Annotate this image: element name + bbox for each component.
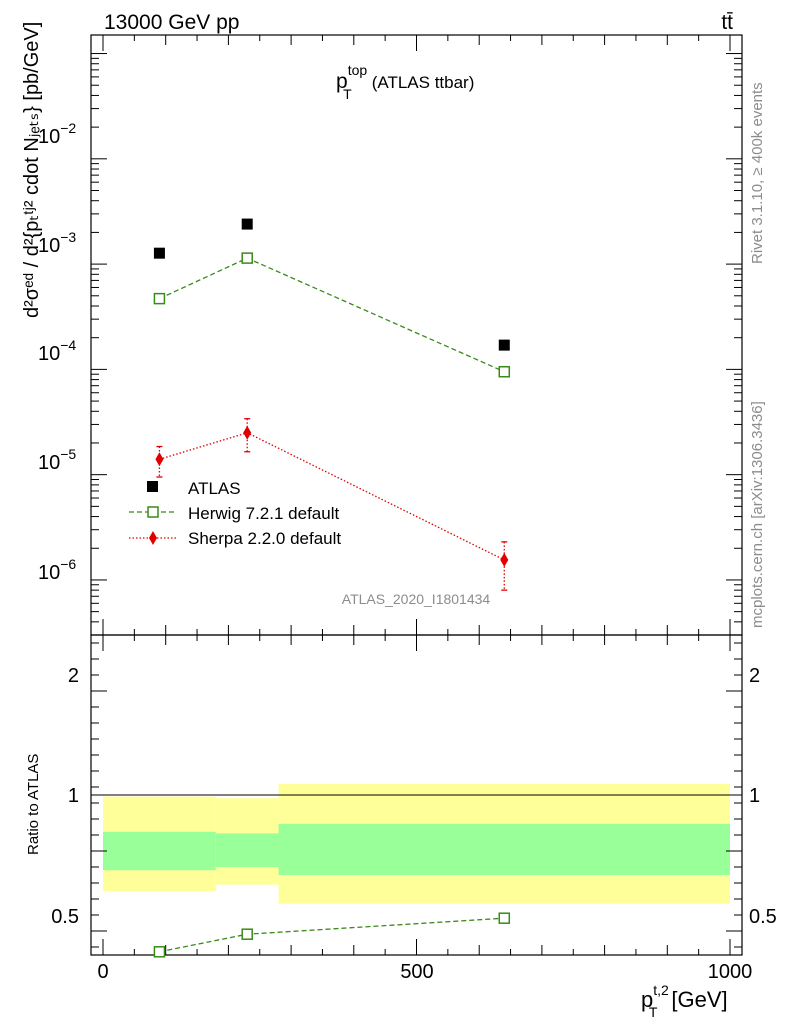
plot-title: ptop T(ATLAS ttbar)	[336, 62, 474, 102]
main-y-tick-label: 10−2	[38, 120, 76, 148]
ratio-y-axis-title: Ratio to ATLAS	[25, 754, 42, 855]
ratio-data-layer	[153, 912, 511, 958]
svg-text:10−3: 10−3	[38, 229, 76, 257]
ratio-y-tick-label: 2	[68, 665, 79, 687]
header-right: tt̄	[721, 11, 733, 34]
legend-label: Sherpa 2.2.0 default	[188, 529, 341, 548]
atlas-point	[498, 339, 510, 351]
atlas-point	[241, 218, 253, 230]
x-axis-title: pt,2 T [GeV]	[641, 982, 728, 1020]
legend-entry-atlas: ATLAS	[147, 479, 241, 498]
sherpa-point	[500, 552, 509, 567]
header-left: 13000 GeV pp	[104, 11, 239, 34]
svg-text:10−5: 10−5	[38, 446, 76, 474]
herwig-ratio-point	[498, 912, 511, 924]
ratio-band-inner	[278, 823, 730, 875]
main-y-tick-label: 10−3	[38, 229, 76, 257]
axis-ticks	[91, 35, 742, 955]
legend-label: Herwig 7.2.1 default	[188, 504, 339, 523]
atlas-marker-icon	[147, 481, 158, 492]
sherpa-point	[243, 425, 252, 440]
ratio-y-tick-label-right: 1	[749, 785, 760, 807]
analysis-id: ATLAS_2020_I1801434	[342, 591, 491, 607]
ratio-band-inner	[103, 831, 216, 871]
main-y-axis-title: d²σᵉᵈ / d²{pₜᵗʲ² cdot Nⱼₑₜₛ} [pb/GeV]	[21, 22, 43, 318]
legend-label: ATLAS	[188, 479, 241, 498]
ratio-bands	[103, 783, 730, 904]
legend: ATLAS Herwig 7.2.1 default Sherpa 2.2.0 …	[129, 479, 341, 548]
sherpa-point	[155, 452, 164, 467]
sherpa-marker-icon	[149, 531, 157, 545]
svg-text:10−2: 10−2	[38, 120, 76, 148]
legend-entry-herwig: Herwig 7.2.1 default	[129, 504, 339, 523]
herwig-marker-icon	[147, 506, 159, 518]
herwig-ratio-line	[159, 917, 505, 953]
main-y-tick-label: 10−5	[38, 446, 76, 474]
ratio-band-inner	[215, 833, 279, 867]
main-data-layer	[153, 218, 511, 591]
ratio-y-tick-label: 1	[68, 785, 79, 807]
mcplots-reference-text: mcplots.cern.ch [arXiv:1306.3436]	[749, 401, 766, 628]
herwig-point	[241, 252, 253, 264]
herwig-ratio-point	[241, 928, 253, 940]
x-tick-label: 0	[97, 961, 108, 983]
ratio-y-tick-label: 0.5	[51, 906, 79, 928]
main-y-tick-label: 10−4	[38, 337, 76, 365]
x-tick-label: 1000	[708, 961, 753, 983]
legend-entry-sherpa: Sherpa 2.2.0 default	[129, 529, 341, 548]
x-tick-label: 500	[400, 961, 433, 983]
atlas-point	[153, 247, 165, 259]
herwig-point	[153, 292, 166, 305]
herwig-line	[159, 257, 505, 373]
ratio-y-tick-label-right: 0.5	[749, 906, 777, 928]
svg-text:10−4: 10−4	[38, 337, 76, 365]
herwig-ratio-point	[153, 946, 166, 958]
main-y-tick-label: 10−6	[38, 556, 76, 584]
rivet-version-text: Rivet 3.1.10, ≥ 400k events	[749, 82, 766, 264]
svg-text:10−6: 10−6	[38, 556, 76, 584]
herwig-point	[498, 365, 511, 378]
ratio-y-tick-label-right: 2	[749, 665, 760, 687]
